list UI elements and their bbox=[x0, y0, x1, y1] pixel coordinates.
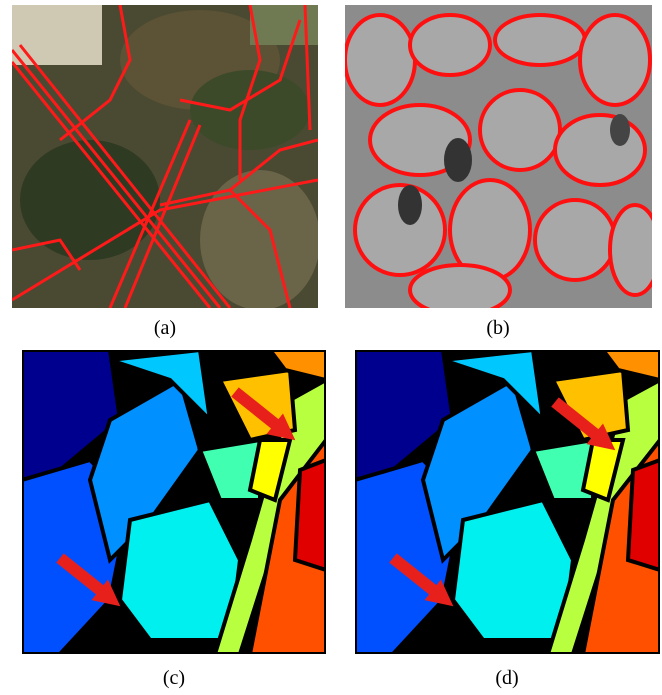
segmentation-d bbox=[355, 350, 660, 654]
caption: (a) bbox=[154, 317, 176, 339]
caption: (b) bbox=[486, 317, 509, 339]
aerial-image bbox=[12, 5, 318, 308]
caption: (d) bbox=[495, 667, 518, 689]
em-image bbox=[345, 5, 652, 308]
caption: (c) bbox=[163, 667, 185, 689]
segmentation-c bbox=[22, 350, 326, 654]
